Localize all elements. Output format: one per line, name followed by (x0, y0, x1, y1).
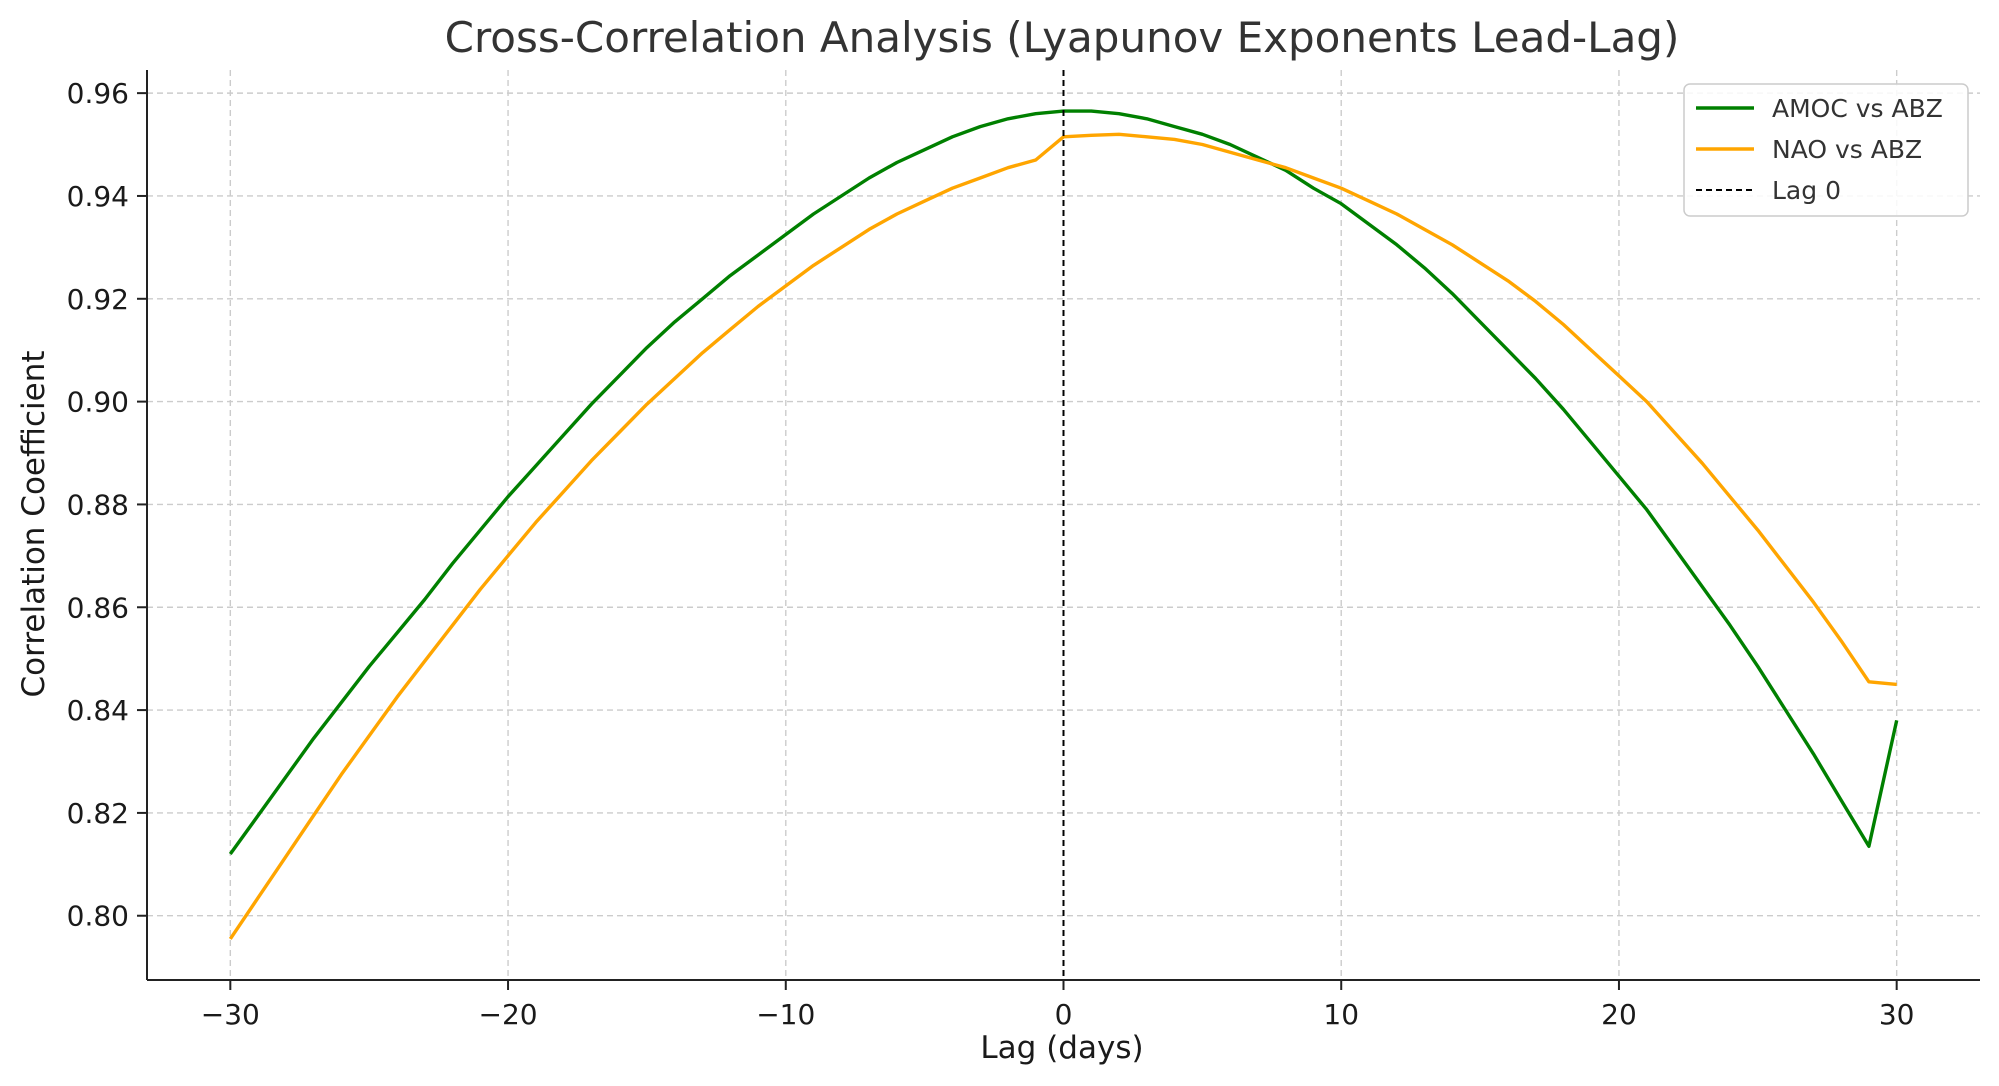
legend: AMOC vs ABZ NAO vs ABZ Lag 0 (1683, 83, 1969, 217)
legend-label: NAO vs ABZ (1772, 135, 1922, 164)
y-tick-label: 0.92 (67, 283, 129, 316)
y-tick-label: 0.96 (67, 77, 129, 110)
x-tick-label: 30 (1879, 998, 1915, 1031)
y-tick-label: 0.90 (67, 386, 129, 419)
x-tick-label: −10 (756, 998, 815, 1031)
y-tick-label: 0.86 (67, 591, 129, 624)
legend-box (1683, 83, 1969, 217)
legend-label: AMOC vs ABZ (1772, 94, 1943, 123)
y-tick-label: 0.84 (67, 694, 129, 727)
x-tick-label: 0 (1055, 998, 1073, 1031)
axes (137, 70, 1980, 990)
x-tick-label: 10 (1323, 998, 1359, 1031)
y-axis-label: Correlation Coefficient (16, 351, 52, 698)
series-lines (228, 70, 1899, 980)
y-tick-label: 0.82 (67, 797, 129, 830)
y-tick-label: 0.80 (67, 900, 129, 933)
x-tick-label: −30 (201, 998, 260, 1031)
y-tick-label: 0.94 (67, 180, 129, 213)
x-tick-label: −20 (478, 998, 537, 1031)
y-tick-label: 0.88 (67, 488, 129, 521)
chart-title: Cross-Correlation Analysis (Lyapunov Exp… (445, 13, 1680, 62)
series-line-1 (228, 132, 1897, 940)
x-tick-label: 20 (1601, 998, 1637, 1031)
x-axis-label: Lag (days) (980, 1030, 1143, 1066)
legend-label: Lag 0 (1772, 176, 1841, 205)
tick-labels: −30 −20 −10 0 10 20 30 0.80 0.82 0.84 0.86 0.88 0.90… (67, 77, 1915, 1031)
